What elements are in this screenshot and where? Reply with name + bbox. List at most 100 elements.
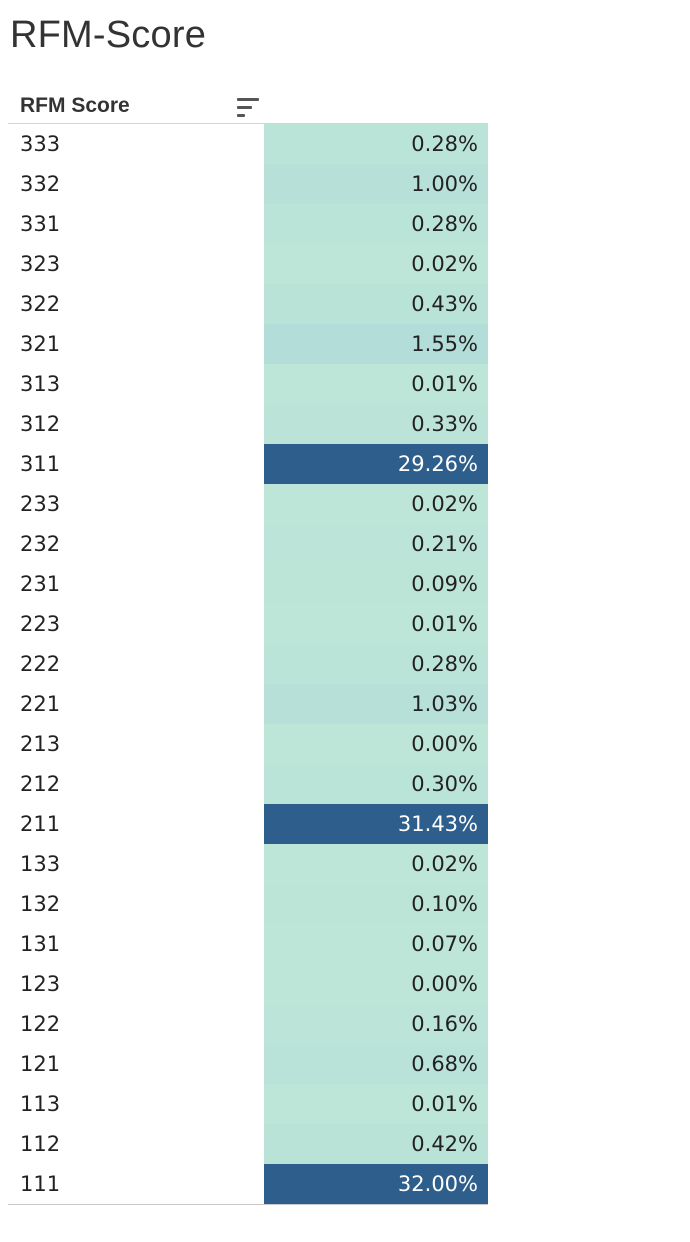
value-label-233: 0.02% (411, 492, 478, 516)
table-row: 211 31.43% (8, 804, 488, 844)
table-body: 333 0.28% 332 1.00% 331 0.28% 323 0.02% 322 0.43%… (8, 124, 488, 1204)
value-cell-332: 1.00% (264, 164, 488, 204)
column-header-rfm-score: RFM Score (20, 94, 130, 117)
value-cell-232: 0.21% (264, 524, 488, 564)
table-row: 121 0.68% (8, 1044, 488, 1084)
row-label-123: 123 (20, 972, 61, 996)
row-label-211: 211 (20, 812, 61, 836)
row-label-111: 111 (20, 1172, 61, 1196)
value-cell-233: 0.02% (264, 484, 488, 524)
value-cell-123: 0.00% (264, 964, 488, 1004)
row-label-313: 313 (20, 372, 61, 396)
value-cell-331: 0.28% (264, 204, 488, 244)
row-label-312: 312 (20, 412, 61, 436)
row-label-232: 232 (20, 532, 61, 556)
row-label-213: 213 (20, 732, 61, 756)
row-label-122: 122 (20, 1012, 61, 1036)
value-label-212: 0.30% (411, 772, 478, 796)
value-label-333: 0.28% (411, 132, 478, 156)
value-label-211: 31.43% (397, 812, 478, 836)
row-label-331: 331 (20, 212, 61, 236)
value-label-122: 0.16% (411, 1012, 478, 1036)
sort-icon[interactable] (237, 98, 259, 118)
value-label-111: 32.00% (397, 1172, 478, 1196)
value-label-133: 0.02% (411, 852, 478, 876)
value-cell-333: 0.28% (264, 124, 488, 164)
row-label-323: 323 (20, 252, 61, 276)
value-label-232: 0.21% (411, 532, 478, 556)
table-row: 232 0.21% (8, 524, 488, 564)
table-row: 223 0.01% (8, 604, 488, 644)
value-cell-311: 29.26% (264, 444, 488, 484)
row-label-332: 332 (20, 172, 61, 196)
table-row: 213 0.00% (8, 724, 488, 764)
value-cell-131: 0.07% (264, 924, 488, 964)
value-label-121: 0.68% (411, 1052, 478, 1076)
row-label-133: 133 (20, 852, 61, 876)
value-cell-213: 0.00% (264, 724, 488, 764)
value-label-322: 0.43% (411, 292, 478, 316)
value-label-331: 0.28% (411, 212, 478, 236)
rfm-table: RFM Score 333 0.28% 332 1.00% 331 0.28% 323 0.0… (8, 88, 488, 1205)
table-row: 112 0.42% (8, 1124, 488, 1164)
table-row: 321 1.55% (8, 324, 488, 364)
value-cell-312: 0.33% (264, 404, 488, 444)
table-row: 111 32.00% (8, 1164, 488, 1204)
row-label-222: 222 (20, 652, 61, 676)
value-label-311: 29.26% (397, 452, 478, 476)
value-label-313: 0.01% (411, 372, 478, 396)
row-label-212: 212 (20, 772, 61, 796)
row-label-223: 223 (20, 612, 61, 636)
value-cell-313: 0.01% (264, 364, 488, 404)
table-row: 333 0.28% (8, 124, 488, 164)
table-row: 222 0.28% (8, 644, 488, 684)
value-cell-111: 32.00% (264, 1164, 488, 1204)
value-cell-322: 0.43% (264, 284, 488, 324)
value-cell-222: 0.28% (264, 644, 488, 684)
row-label-311: 311 (20, 452, 61, 476)
table-row: 231 0.09% (8, 564, 488, 604)
value-label-223: 0.01% (411, 612, 478, 636)
value-cell-223: 0.01% (264, 604, 488, 644)
table-row: 113 0.01% (8, 1084, 488, 1124)
value-cell-221: 1.03% (264, 684, 488, 724)
table-row: 312 0.33% (8, 404, 488, 444)
table-row: 131 0.07% (8, 924, 488, 964)
row-label-112: 112 (20, 1132, 61, 1156)
value-cell-321: 1.55% (264, 324, 488, 364)
value-cell-231: 0.09% (264, 564, 488, 604)
value-label-312: 0.33% (411, 412, 478, 436)
row-label-233: 233 (20, 492, 61, 516)
page-title: RFM-Score (10, 14, 207, 56)
table-row: 323 0.02% (8, 244, 488, 284)
row-label-131: 131 (20, 932, 61, 956)
table-row: 221 1.03% (8, 684, 488, 724)
value-cell-112: 0.42% (264, 1124, 488, 1164)
table-row: 233 0.02% (8, 484, 488, 524)
value-label-123: 0.00% (411, 972, 478, 996)
table-row: 332 1.00% (8, 164, 488, 204)
row-label-231: 231 (20, 572, 61, 596)
row-label-322: 322 (20, 292, 61, 316)
table-row: 313 0.01% (8, 364, 488, 404)
value-cell-323: 0.02% (264, 244, 488, 284)
row-label-221: 221 (20, 692, 61, 716)
value-label-112: 0.42% (411, 1132, 478, 1156)
row-label-121: 121 (20, 1052, 61, 1076)
value-label-221: 1.03% (411, 692, 478, 716)
value-cell-212: 0.30% (264, 764, 488, 804)
value-cell-113: 0.01% (264, 1084, 488, 1124)
table-row: 322 0.43% (8, 284, 488, 324)
value-cell-211: 31.43% (264, 804, 488, 844)
value-cell-121: 0.68% (264, 1044, 488, 1084)
table-bottom-border (8, 1204, 488, 1205)
table-header: RFM Score (8, 88, 488, 124)
value-label-321: 1.55% (411, 332, 478, 356)
table-row: 133 0.02% (8, 844, 488, 884)
table-row: 122 0.16% (8, 1004, 488, 1044)
row-label-132: 132 (20, 892, 61, 916)
row-label-333: 333 (20, 132, 61, 156)
value-label-222: 0.28% (411, 652, 478, 676)
value-label-231: 0.09% (411, 572, 478, 596)
table-row: 331 0.28% (8, 204, 488, 244)
